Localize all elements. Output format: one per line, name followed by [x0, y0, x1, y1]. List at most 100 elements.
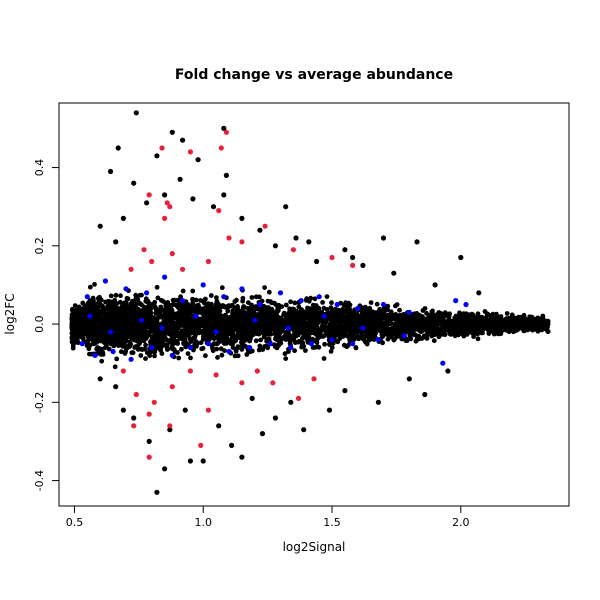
- data-point: [128, 356, 134, 362]
- background-point-cloud: [69, 282, 551, 370]
- data-point: [162, 192, 168, 198]
- data-point: [277, 290, 284, 296]
- data-point: [326, 407, 333, 413]
- data-point: [107, 329, 114, 335]
- data-point: [146, 438, 152, 444]
- data-point: [406, 376, 412, 382]
- data-point: [162, 466, 168, 472]
- data-point: [92, 352, 98, 358]
- data-point: [316, 294, 322, 300]
- data-point: [205, 341, 211, 347]
- data-point: [187, 344, 193, 351]
- data-point: [463, 301, 469, 308]
- y-tick-label: 0.2: [33, 237, 46, 255]
- data-point: [169, 251, 175, 257]
- data-point: [221, 192, 227, 198]
- data-point: [350, 341, 356, 347]
- data-point: [301, 427, 307, 433]
- data-point: [144, 290, 150, 296]
- data-point: [131, 423, 137, 429]
- data-point: [205, 258, 211, 265]
- data-point: [257, 301, 263, 308]
- data-point: [293, 235, 299, 241]
- data-point: [144, 200, 150, 206]
- data-point: [97, 376, 103, 382]
- data-point: [262, 223, 268, 229]
- data-point: [97, 223, 103, 229]
- data-point: [306, 239, 312, 245]
- data-point: [213, 329, 219, 335]
- data-point: [334, 301, 340, 308]
- data-point: [391, 270, 397, 276]
- data-point: [360, 262, 366, 268]
- data-point: [169, 129, 175, 135]
- data-point: [440, 360, 446, 366]
- data-point: [350, 254, 356, 261]
- data-point: [458, 254, 464, 261]
- data-point: [120, 407, 126, 413]
- data-point: [138, 317, 144, 323]
- x-tick-label: 0.5: [66, 516, 84, 529]
- y-axis: -0.4 -0.2 0.0 0.2 0.4: [33, 159, 60, 491]
- data-point: [445, 368, 451, 374]
- data-point: [213, 372, 219, 378]
- data-point: [329, 337, 335, 343]
- data-point: [267, 341, 273, 347]
- data-point: [146, 454, 152, 460]
- data-point: [187, 368, 193, 374]
- series-2: [120, 129, 356, 460]
- data-point: [380, 235, 387, 241]
- data-point: [283, 204, 289, 210]
- y-tick-label: 0.4: [33, 159, 46, 177]
- data-point: [79, 341, 85, 347]
- data-point: [123, 286, 129, 292]
- data-point: [120, 215, 126, 221]
- data-point: [252, 317, 258, 323]
- y-axis-label: log2FC: [3, 293, 17, 334]
- data-point: [239, 380, 245, 386]
- data-point: [342, 388, 348, 394]
- data-point: [288, 399, 294, 405]
- data-point: [167, 204, 173, 210]
- data-point: [422, 391, 428, 398]
- data-point: [414, 239, 420, 245]
- data-point: [198, 442, 204, 448]
- data-point: [87, 313, 93, 319]
- data-point: [259, 431, 266, 437]
- data-point: [295, 395, 302, 401]
- data-point: [149, 258, 155, 265]
- data-point: [162, 274, 168, 280]
- data-point: [308, 341, 314, 347]
- data-point: [226, 235, 232, 241]
- data-point: [311, 376, 317, 382]
- data-point: [84, 294, 90, 300]
- data-point: [120, 368, 126, 374]
- data-point: [216, 208, 222, 214]
- data-point: [180, 266, 186, 272]
- data-point: [167, 427, 173, 433]
- data-point: [229, 442, 235, 448]
- data-point: [131, 180, 137, 186]
- data-point: [115, 145, 121, 151]
- data-point: [128, 266, 134, 272]
- data-point: [154, 489, 160, 495]
- data-point: [187, 149, 193, 155]
- data-point: [221, 125, 227, 131]
- data-point: [169, 352, 175, 358]
- data-point: [162, 215, 168, 221]
- data-point: [290, 247, 296, 253]
- data-point: [254, 368, 260, 374]
- data-point: [177, 176, 183, 182]
- data-point: [154, 153, 160, 159]
- data-point: [223, 129, 229, 135]
- data-point: [102, 278, 108, 284]
- data-point: [192, 313, 199, 319]
- y-tick-label: -0.2: [33, 392, 46, 413]
- data-point: [342, 247, 348, 253]
- data-point: [239, 215, 245, 221]
- data-point: [221, 294, 227, 300]
- data-point: [190, 196, 196, 202]
- data-point: [239, 454, 245, 460]
- data-point: [350, 262, 356, 268]
